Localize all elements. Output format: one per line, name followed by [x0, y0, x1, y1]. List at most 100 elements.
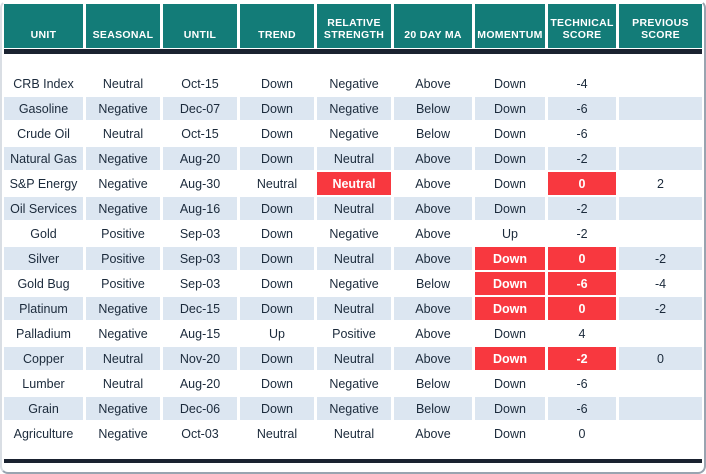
cell-20-day-ma[interactable]: Above — [394, 422, 472, 445]
cell-technical-score[interactable]: -2 — [548, 147, 616, 170]
cell-relative-strength[interactable]: Negative — [317, 397, 391, 420]
cell-seasonal[interactable]: Positive — [86, 247, 160, 270]
cell-technical-score[interactable]: -6 — [548, 97, 616, 120]
cell-previous-score[interactable] — [619, 322, 702, 345]
cell-20-day-ma[interactable]: Below — [394, 97, 472, 120]
cell-trend[interactable]: Down — [240, 147, 314, 170]
column-header-momentum[interactable]: MOMENTUM — [475, 4, 545, 48]
cell-until[interactable]: Nov-20 — [163, 347, 237, 370]
cell-seasonal[interactable]: Negative — [86, 297, 160, 320]
cell-seasonal[interactable]: Negative — [86, 422, 160, 445]
cell-previous-score[interactable] — [619, 397, 702, 420]
cell-relative-strength[interactable]: Positive — [317, 322, 391, 345]
cell-20-day-ma[interactable]: Above — [394, 322, 472, 345]
cell-technical-score[interactable]: 0 — [548, 247, 616, 270]
cell-previous-score[interactable]: 2 — [619, 172, 702, 195]
column-header-until[interactable]: UNTIL — [163, 4, 237, 48]
cell-seasonal[interactable]: Negative — [86, 322, 160, 345]
cell-technical-score[interactable]: 4 — [548, 322, 616, 345]
column-header-seasonal[interactable]: SEASONAL — [86, 4, 160, 48]
cell-unit[interactable]: Platinum — [4, 297, 83, 320]
cell-20-day-ma[interactable]: Above — [394, 72, 472, 95]
cell-until[interactable]: Aug-20 — [163, 372, 237, 395]
cell-seasonal[interactable]: Negative — [86, 397, 160, 420]
cell-unit[interactable]: Natural Gas — [4, 147, 83, 170]
cell-seasonal[interactable]: Positive — [86, 272, 160, 295]
column-header-technical-score[interactable]: TECHNICAL SCORE — [548, 4, 616, 48]
cell-trend[interactable]: Down — [240, 72, 314, 95]
cell-seasonal[interactable]: Neutral — [86, 122, 160, 145]
cell-until[interactable]: Aug-20 — [163, 147, 237, 170]
cell-until[interactable]: Dec-07 — [163, 97, 237, 120]
cell-trend[interactable]: Down — [240, 197, 314, 220]
cell-relative-strength[interactable]: Negative — [317, 97, 391, 120]
cell-technical-score[interactable]: 0 — [548, 172, 616, 195]
cell-unit[interactable]: Agriculture — [4, 422, 83, 445]
cell-trend[interactable]: Down — [240, 97, 314, 120]
cell-previous-score[interactable] — [619, 222, 702, 245]
cell-unit[interactable]: Palladium — [4, 322, 83, 345]
cell-momentum[interactable]: Up — [475, 222, 545, 245]
cell-momentum[interactable]: Down — [475, 272, 545, 295]
cell-until[interactable]: Oct-03 — [163, 422, 237, 445]
cell-relative-strength[interactable]: Negative — [317, 122, 391, 145]
cell-seasonal[interactable]: Negative — [86, 147, 160, 170]
cell-20-day-ma[interactable]: Above — [394, 197, 472, 220]
cell-seasonal[interactable]: Neutral — [86, 347, 160, 370]
cell-previous-score[interactable] — [619, 147, 702, 170]
cell-relative-strength[interactable]: Neutral — [317, 247, 391, 270]
cell-previous-score[interactable]: -4 — [619, 272, 702, 295]
cell-previous-score[interactable]: -2 — [619, 247, 702, 270]
cell-20-day-ma[interactable]: Below — [394, 372, 472, 395]
cell-technical-score[interactable]: -6 — [548, 372, 616, 395]
cell-unit[interactable]: Gold Bug — [4, 272, 83, 295]
cell-until[interactable]: Aug-15 — [163, 322, 237, 345]
cell-unit[interactable]: S&P Energy — [4, 172, 83, 195]
cell-previous-score[interactable] — [619, 122, 702, 145]
cell-unit[interactable]: Gold — [4, 222, 83, 245]
cell-relative-strength[interactable]: Negative — [317, 72, 391, 95]
cell-relative-strength[interactable]: Negative — [317, 272, 391, 295]
cell-20-day-ma[interactable]: Above — [394, 147, 472, 170]
cell-previous-score[interactable] — [619, 372, 702, 395]
cell-until[interactable]: Sep-03 — [163, 222, 237, 245]
cell-technical-score[interactable]: -2 — [548, 347, 616, 370]
cell-momentum[interactable]: Down — [475, 322, 545, 345]
cell-momentum[interactable]: Down — [475, 422, 545, 445]
cell-until[interactable]: Oct-15 — [163, 122, 237, 145]
cell-technical-score[interactable]: -4 — [548, 72, 616, 95]
cell-momentum[interactable]: Down — [475, 372, 545, 395]
cell-until[interactable]: Aug-16 — [163, 197, 237, 220]
column-header-relative-strength[interactable]: RELATIVE STRENGTH — [317, 4, 391, 48]
cell-trend[interactable]: Neutral — [240, 172, 314, 195]
cell-momentum[interactable]: Down — [475, 247, 545, 270]
cell-20-day-ma[interactable]: Below — [394, 272, 472, 295]
cell-momentum[interactable]: Down — [475, 397, 545, 420]
cell-until[interactable]: Dec-15 — [163, 297, 237, 320]
cell-trend[interactable]: Down — [240, 397, 314, 420]
cell-seasonal[interactable]: Negative — [86, 97, 160, 120]
cell-momentum[interactable]: Down — [475, 147, 545, 170]
cell-unit[interactable]: Lumber — [4, 372, 83, 395]
cell-technical-score[interactable]: -2 — [548, 222, 616, 245]
column-header-previous-score[interactable]: PREVIOUS SCORE — [619, 4, 702, 48]
cell-seasonal[interactable]: Neutral — [86, 72, 160, 95]
cell-20-day-ma[interactable]: Above — [394, 347, 472, 370]
cell-trend[interactable]: Down — [240, 272, 314, 295]
cell-momentum[interactable]: Down — [475, 72, 545, 95]
cell-20-day-ma[interactable]: Above — [394, 172, 472, 195]
cell-relative-strength[interactable]: Neutral — [317, 197, 391, 220]
cell-technical-score[interactable]: -6 — [548, 272, 616, 295]
cell-20-day-ma[interactable]: Above — [394, 297, 472, 320]
cell-20-day-ma[interactable]: Above — [394, 222, 472, 245]
cell-20-day-ma[interactable]: Above — [394, 247, 472, 270]
cell-trend[interactable]: Down — [240, 247, 314, 270]
cell-relative-strength[interactable]: Neutral — [317, 422, 391, 445]
column-header-unit[interactable]: UNIT — [4, 4, 83, 48]
cell-unit[interactable]: CRB Index — [4, 72, 83, 95]
cell-relative-strength[interactable]: Neutral — [317, 172, 391, 195]
cell-technical-score[interactable]: 0 — [548, 297, 616, 320]
cell-momentum[interactable]: Down — [475, 122, 545, 145]
cell-trend[interactable]: Down — [240, 297, 314, 320]
cell-technical-score[interactable]: -6 — [548, 122, 616, 145]
